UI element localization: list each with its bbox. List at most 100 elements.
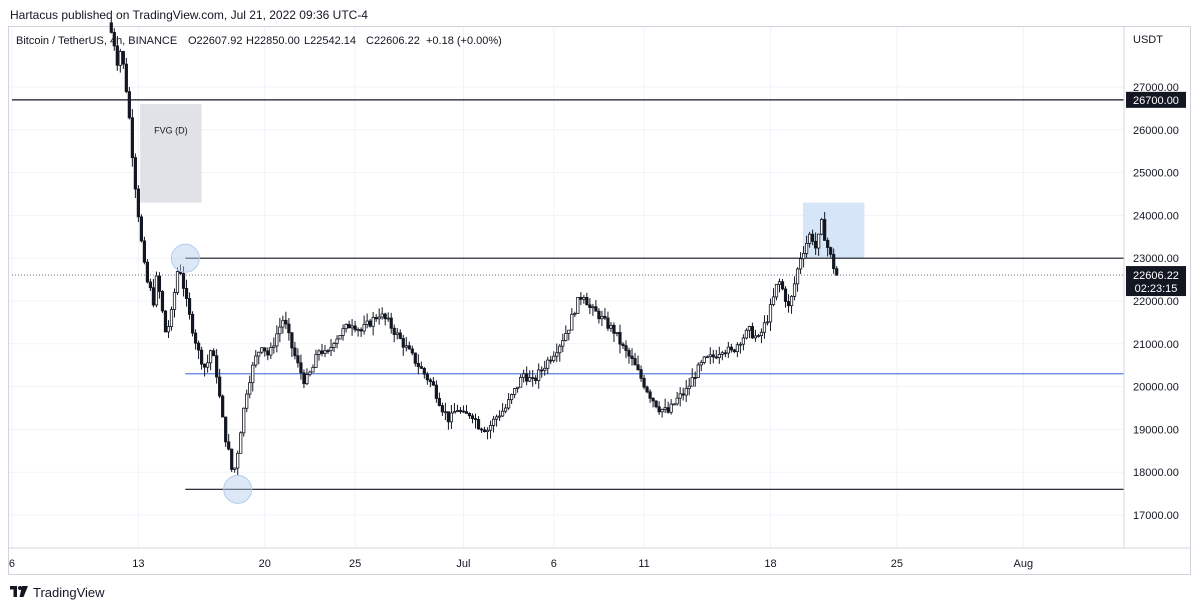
candle-body — [257, 351, 261, 357]
candle-body — [690, 377, 694, 387]
candle-body — [531, 377, 535, 379]
candle-body — [467, 413, 472, 417]
candle-body — [446, 411, 451, 423]
candle-body — [732, 349, 736, 353]
price-tick-label: 23000.00 — [1133, 253, 1179, 265]
candle-body — [525, 373, 529, 382]
candle-body — [823, 219, 827, 241]
candle-body — [759, 331, 764, 336]
candle-body — [636, 364, 640, 371]
candle-body — [215, 355, 219, 378]
candle-body — [142, 240, 146, 263]
price-tick-label: 27000.00 — [1133, 82, 1179, 94]
price-tick-label: 19000.00 — [1133, 424, 1179, 436]
candle-body — [407, 345, 411, 350]
candle-body — [221, 395, 225, 418]
candle-body — [753, 335, 758, 339]
candle-body — [338, 335, 342, 340]
candle-body — [242, 407, 246, 434]
candle-body — [196, 342, 201, 351]
candle-body — [181, 273, 186, 289]
time-tick-label: 11 — [638, 558, 649, 570]
candle-body — [522, 373, 526, 378]
candle-body — [780, 281, 785, 290]
candle-body — [633, 358, 637, 366]
candle-body — [190, 313, 195, 334]
price-tick-label: 22000.00 — [1133, 296, 1179, 308]
candle-body — [573, 312, 577, 315]
ohlc-open: O22607.92 — [188, 35, 242, 47]
candle-body — [350, 325, 354, 329]
candle-body — [488, 425, 493, 431]
candle-body — [392, 327, 396, 335]
candle-body — [212, 350, 216, 357]
candle-body — [814, 240, 818, 249]
candle-body — [543, 367, 547, 371]
candle-body — [630, 355, 634, 359]
candle-body — [470, 415, 475, 419]
candle-body — [251, 364, 255, 384]
candle-body — [500, 410, 505, 417]
candle-body — [624, 345, 628, 351]
candle-body — [127, 91, 131, 119]
candle-body — [540, 369, 544, 372]
candle-body — [744, 329, 749, 339]
candle-body — [389, 317, 393, 329]
candle-body — [332, 343, 336, 348]
candle-body — [699, 362, 703, 366]
candle-body — [266, 350, 270, 356]
candle-body — [657, 406, 661, 413]
candle-body — [576, 296, 580, 314]
candle-body — [154, 275, 159, 306]
price-tick-label: 21000.00 — [1133, 339, 1179, 351]
candle-body — [708, 354, 712, 358]
footer-brand: TradingView — [33, 585, 105, 600]
resistance-price-tag — [1126, 91, 1186, 108]
candle-body — [293, 347, 297, 357]
candle-body — [717, 353, 721, 358]
candle-body — [290, 332, 294, 349]
candle-body — [693, 377, 697, 379]
candle-body — [829, 247, 833, 255]
candle-body — [236, 452, 240, 469]
candle-body — [410, 348, 414, 354]
symbol-name: Bitcoin / TetherUS, 4h, BINANCE — [16, 35, 177, 47]
candle-body — [323, 350, 327, 354]
price-tick-label: 17000.00 — [1133, 510, 1179, 522]
candle-body — [627, 350, 631, 357]
candle-body — [817, 233, 821, 249]
fvg-zone-label: FVG (D) — [154, 125, 188, 135]
candle-body — [696, 364, 700, 378]
chart-frame — [8, 26, 1191, 575]
candle-body — [510, 394, 514, 401]
candle-body — [157, 275, 162, 292]
candle-body — [582, 297, 586, 300]
symbol-legend: Bitcoin / TetherUS, 4h, BINANCE O22607.9… — [16, 35, 502, 47]
highlight-circle[interactable] — [170, 243, 200, 273]
candle-body — [494, 416, 499, 420]
candle-body — [609, 324, 613, 329]
candle-body — [777, 281, 782, 285]
candle-body — [621, 343, 625, 347]
candle-body — [832, 253, 836, 270]
candle-body — [597, 310, 601, 320]
lines — [11, 99, 1124, 490]
candle-body — [579, 296, 583, 300]
candle-body — [534, 377, 538, 381]
time-tick-label: 6 — [551, 558, 557, 570]
time-tick-label: 25 — [349, 558, 361, 570]
candle-body — [546, 359, 550, 369]
ohlc-low: L22542.14 — [304, 35, 356, 47]
candle-body — [497, 415, 502, 418]
time-tick-label: 25 — [891, 558, 903, 570]
candle-body — [383, 313, 387, 320]
candle-body — [507, 399, 511, 409]
candle-body — [416, 362, 420, 368]
candle-body — [482, 429, 487, 433]
candle-body — [184, 288, 189, 299]
fvg-zone[interactable] — [140, 104, 202, 203]
highlight-circle[interactable] — [223, 474, 253, 504]
candle-body — [600, 315, 604, 320]
